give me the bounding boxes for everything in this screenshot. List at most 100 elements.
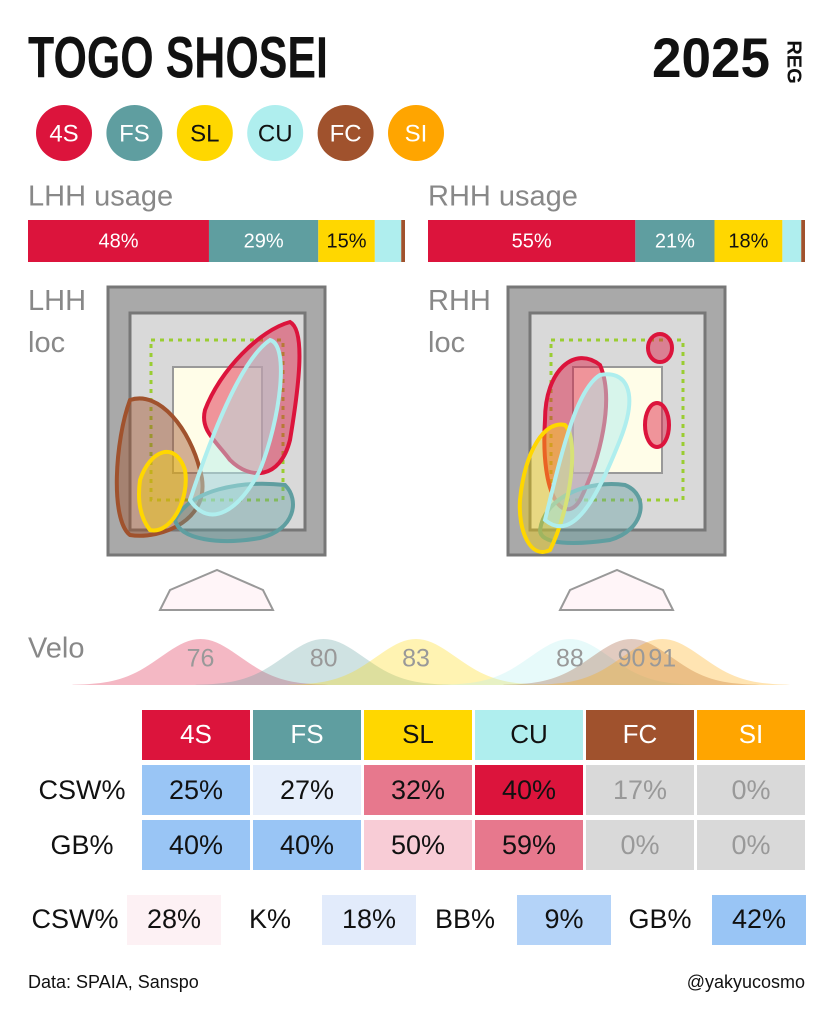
loc-zone-rhh bbox=[506, 285, 727, 611]
table-cell-text: 32% bbox=[391, 775, 445, 805]
loc-title-line: LHH bbox=[28, 285, 86, 317]
table-cell-text: 40% bbox=[502, 775, 556, 805]
table-header-label: FS bbox=[290, 719, 323, 749]
summary-box bbox=[322, 895, 416, 945]
blob bbox=[643, 401, 671, 449]
table-header-cell bbox=[142, 710, 250, 760]
velo-curve bbox=[288, 639, 544, 685]
table-cell bbox=[697, 765, 805, 815]
table-header-cell bbox=[475, 710, 583, 760]
table-header-label: SI bbox=[739, 719, 764, 749]
velo-label: 76 bbox=[187, 645, 215, 673]
summary-label: GB% bbox=[628, 904, 691, 934]
usage-bar bbox=[401, 220, 405, 262]
pitch-badge-label: 4S bbox=[49, 120, 78, 147]
footer-credit: @yakyucosmo bbox=[687, 972, 805, 992]
table-cell-text: 50% bbox=[391, 830, 445, 860]
pitch-badge-label: SL bbox=[190, 120, 219, 147]
velo-title: Velo bbox=[28, 633, 84, 665]
usage-label: 48% bbox=[98, 230, 138, 252]
usage-bar bbox=[782, 220, 802, 262]
zone-dotted bbox=[549, 338, 685, 502]
table-cell-text: 0% bbox=[620, 830, 659, 860]
loc-zone-lhh bbox=[106, 285, 327, 611]
table-cell bbox=[142, 820, 250, 870]
usage-label: 29% bbox=[244, 230, 284, 252]
usage-bar bbox=[801, 220, 805, 262]
table-header-cell bbox=[697, 710, 805, 760]
table-cell bbox=[142, 765, 250, 815]
table-cell bbox=[475, 765, 583, 815]
usage-label: 15% bbox=[327, 230, 367, 252]
zone-dotted bbox=[149, 338, 285, 502]
table-cell bbox=[364, 765, 472, 815]
velo-curve bbox=[195, 639, 452, 685]
table-header-cell bbox=[364, 710, 472, 760]
usage-bar bbox=[714, 220, 783, 262]
home-plate bbox=[558, 568, 675, 611]
title: TOGO SHOSEI bbox=[28, 25, 328, 90]
summary-box bbox=[712, 895, 806, 945]
table-header-label: 4S bbox=[180, 719, 212, 749]
table-cell bbox=[697, 820, 805, 870]
pitch-badge-label: SI bbox=[405, 120, 428, 147]
blob bbox=[542, 372, 632, 529]
summary-box bbox=[127, 895, 221, 945]
loc-title: RHH loc bbox=[428, 285, 491, 359]
pitch-badge bbox=[388, 105, 444, 161]
usage-bar bbox=[208, 220, 319, 262]
table-cell bbox=[253, 765, 361, 815]
loc-title-line: loc bbox=[28, 327, 65, 359]
table-cell-text: 59% bbox=[502, 830, 556, 860]
summary-value: 18% bbox=[342, 904, 396, 934]
velo-label: 90 bbox=[618, 645, 646, 673]
usage-bar bbox=[318, 220, 375, 262]
usage-bar bbox=[428, 220, 636, 262]
pitch-badge bbox=[36, 105, 92, 161]
year: 2025 bbox=[652, 26, 770, 89]
pitch-badge bbox=[106, 105, 163, 161]
blob bbox=[137, 449, 188, 533]
summary-value: 9% bbox=[544, 904, 583, 934]
summary-box bbox=[517, 895, 611, 945]
table-cell-text: 17% bbox=[613, 775, 667, 805]
table-header-cell bbox=[586, 710, 694, 760]
blob bbox=[646, 332, 674, 364]
usage-bar bbox=[374, 220, 402, 262]
table-cell bbox=[364, 820, 472, 870]
summary-value: 28% bbox=[147, 904, 201, 934]
summary-value: 42% bbox=[732, 904, 786, 934]
pitch-badge-label: FS bbox=[119, 120, 150, 147]
table-cell-text: 40% bbox=[169, 830, 223, 860]
table-cell bbox=[253, 820, 361, 870]
velo-label: 83 bbox=[402, 645, 430, 673]
season: REG bbox=[783, 40, 805, 83]
pitch-badge-label: CU bbox=[258, 120, 293, 147]
table-row-label: GB% bbox=[50, 830, 113, 860]
table-cell bbox=[586, 765, 694, 815]
blob bbox=[172, 481, 295, 543]
table-header-cell bbox=[253, 710, 361, 760]
velo-curve bbox=[534, 639, 791, 685]
table-header-label: FC bbox=[623, 719, 658, 749]
blob bbox=[202, 319, 302, 476]
pitch-badge bbox=[317, 105, 374, 161]
footer-source: Data: SPAIA, Sanspo bbox=[28, 972, 199, 992]
usage-title: LHH usage bbox=[28, 181, 173, 213]
summary-label: BB% bbox=[435, 904, 495, 934]
table-cell bbox=[475, 820, 583, 870]
home-plate bbox=[158, 568, 275, 611]
usage-label: 55% bbox=[512, 230, 552, 252]
table-header-label: SL bbox=[402, 719, 434, 749]
loc-title-line: loc bbox=[428, 327, 465, 359]
table-cell-text: 0% bbox=[731, 830, 770, 860]
blob bbox=[187, 337, 283, 517]
table-cell bbox=[586, 820, 694, 870]
pitch-badge-label: FC bbox=[330, 120, 362, 147]
velo-curve bbox=[441, 639, 698, 685]
summary-label: K% bbox=[249, 904, 291, 934]
summary-label: CSW% bbox=[32, 904, 119, 934]
velo-label: 80 bbox=[310, 645, 338, 673]
pitch-badge bbox=[247, 105, 304, 161]
